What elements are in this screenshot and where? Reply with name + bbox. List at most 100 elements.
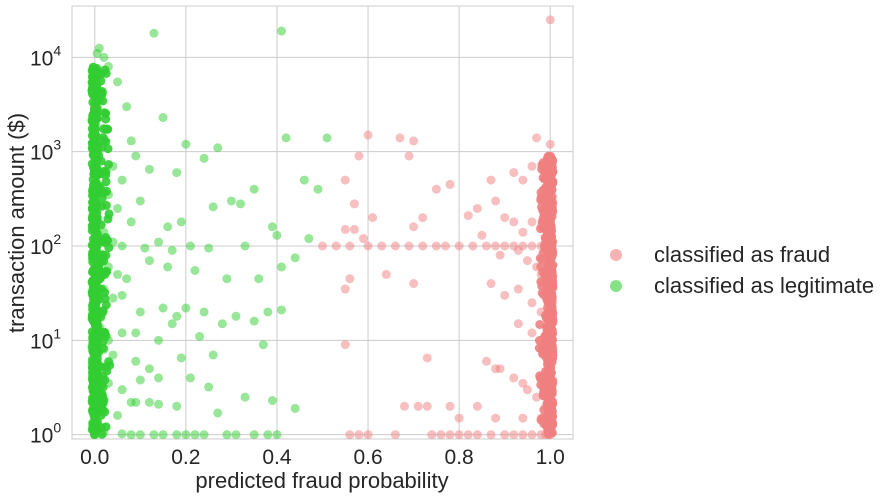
- data-point: [545, 139, 555, 149]
- data-point: [122, 274, 132, 284]
- data-point: [104, 209, 114, 219]
- data-point: [240, 392, 250, 402]
- data-point: [163, 262, 173, 272]
- data-point: [167, 319, 177, 329]
- data-point: [543, 336, 553, 346]
- data-point: [486, 175, 496, 185]
- legend-marker-legitimate: [610, 280, 622, 292]
- data-point: [518, 378, 528, 388]
- data-point: [532, 392, 542, 402]
- data-point: [345, 430, 355, 440]
- data-point: [199, 153, 209, 163]
- data-point: [99, 344, 109, 354]
- data-point: [304, 234, 314, 244]
- data-point: [363, 241, 373, 251]
- data-point: [263, 430, 273, 440]
- data-point: [363, 130, 373, 140]
- data-point: [158, 303, 168, 313]
- data-point: [472, 401, 482, 411]
- data-point: [527, 430, 537, 440]
- data-point: [518, 430, 528, 440]
- data-point: [481, 241, 491, 251]
- data-point: [527, 241, 537, 251]
- x-tick-label: 0.6: [353, 446, 382, 469]
- data-point: [117, 241, 127, 251]
- x-tick-label: 0.0: [80, 446, 109, 469]
- data-point: [427, 430, 437, 440]
- data-point: [240, 241, 250, 251]
- x-tick-label: 0.4: [262, 446, 292, 469]
- data-point: [103, 61, 113, 71]
- x-axis-label: predicted fraud probability: [195, 468, 448, 493]
- data-point: [486, 279, 496, 289]
- data-point: [154, 335, 164, 345]
- data-point: [101, 177, 111, 187]
- data-point: [377, 241, 387, 251]
- data-point: [222, 274, 232, 284]
- data-point: [190, 430, 200, 440]
- data-point: [277, 305, 287, 315]
- data-point: [113, 269, 123, 279]
- data-point: [254, 274, 264, 284]
- data-point: [117, 385, 127, 395]
- data-point: [172, 311, 182, 321]
- data-point: [87, 254, 97, 264]
- data-point: [249, 316, 259, 326]
- data-point: [98, 234, 108, 244]
- data-point: [94, 263, 104, 273]
- data-point: [547, 179, 557, 189]
- data-point: [404, 241, 414, 251]
- data-point: [345, 241, 355, 251]
- data-point: [395, 133, 405, 143]
- data-point: [98, 133, 108, 143]
- data-point: [131, 151, 141, 161]
- data-point: [547, 203, 557, 213]
- data-point: [101, 68, 111, 78]
- data-point: [131, 356, 141, 366]
- data-point: [536, 269, 546, 279]
- data-point: [89, 419, 99, 429]
- data-point: [431, 184, 441, 194]
- data-point: [331, 241, 341, 251]
- data-point: [149, 430, 159, 440]
- data-point: [99, 395, 109, 405]
- data-point: [500, 241, 510, 251]
- data-point: [527, 298, 537, 308]
- data-point: [135, 430, 145, 440]
- data-point: [500, 430, 510, 440]
- data-point: [87, 374, 97, 384]
- data-point: [509, 373, 519, 383]
- data-point: [231, 430, 241, 440]
- data-point: [454, 413, 464, 423]
- data-point: [108, 293, 118, 303]
- data-points: [87, 15, 558, 440]
- data-point: [509, 430, 519, 440]
- x-tick-label: 1.0: [536, 446, 565, 469]
- data-point: [518, 413, 528, 423]
- data-point: [440, 241, 450, 251]
- data-point: [277, 262, 287, 272]
- data-point: [544, 289, 554, 299]
- data-point: [277, 26, 287, 36]
- data-point: [117, 290, 127, 300]
- data-point: [231, 311, 241, 321]
- data-point: [91, 104, 101, 114]
- data-point: [536, 241, 546, 251]
- data-point: [545, 153, 555, 163]
- data-point: [163, 222, 173, 232]
- data-point: [522, 256, 532, 266]
- data-point: [122, 102, 132, 112]
- data-point: [144, 364, 154, 374]
- data-point: [88, 77, 98, 87]
- y-tick-label: 102: [30, 231, 61, 259]
- data-point: [390, 241, 400, 251]
- x-tick-label: 0.2: [171, 446, 200, 469]
- data-point: [108, 237, 118, 247]
- data-point: [158, 430, 168, 440]
- data-point: [532, 133, 542, 143]
- data-point: [140, 243, 150, 253]
- data-point: [468, 241, 478, 251]
- data-point: [318, 241, 327, 251]
- data-point: [532, 262, 542, 272]
- data-point: [108, 350, 118, 360]
